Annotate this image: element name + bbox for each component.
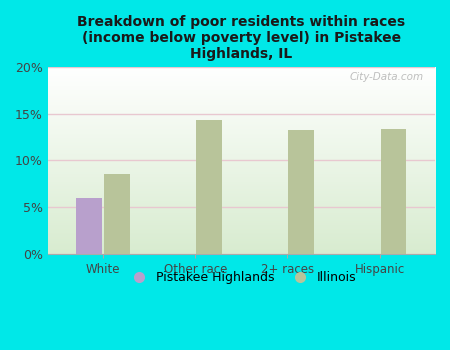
Bar [196,120,222,254]
Bar [288,131,314,254]
Bar [381,130,406,254]
Title: Breakdown of poor residents within races
(income below poverty level) in Pistake: Breakdown of poor residents within races… [77,15,405,61]
Bar [104,174,130,254]
Bar [288,131,314,254]
Bar [381,130,406,254]
Legend: Pistakee Highlands, Illinois: Pistakee Highlands, Illinois [121,266,362,289]
Bar [76,198,102,254]
Bar [104,174,130,254]
Bar [196,120,222,254]
Bar [76,198,102,254]
Text: City-Data.com: City-Data.com [349,72,423,82]
